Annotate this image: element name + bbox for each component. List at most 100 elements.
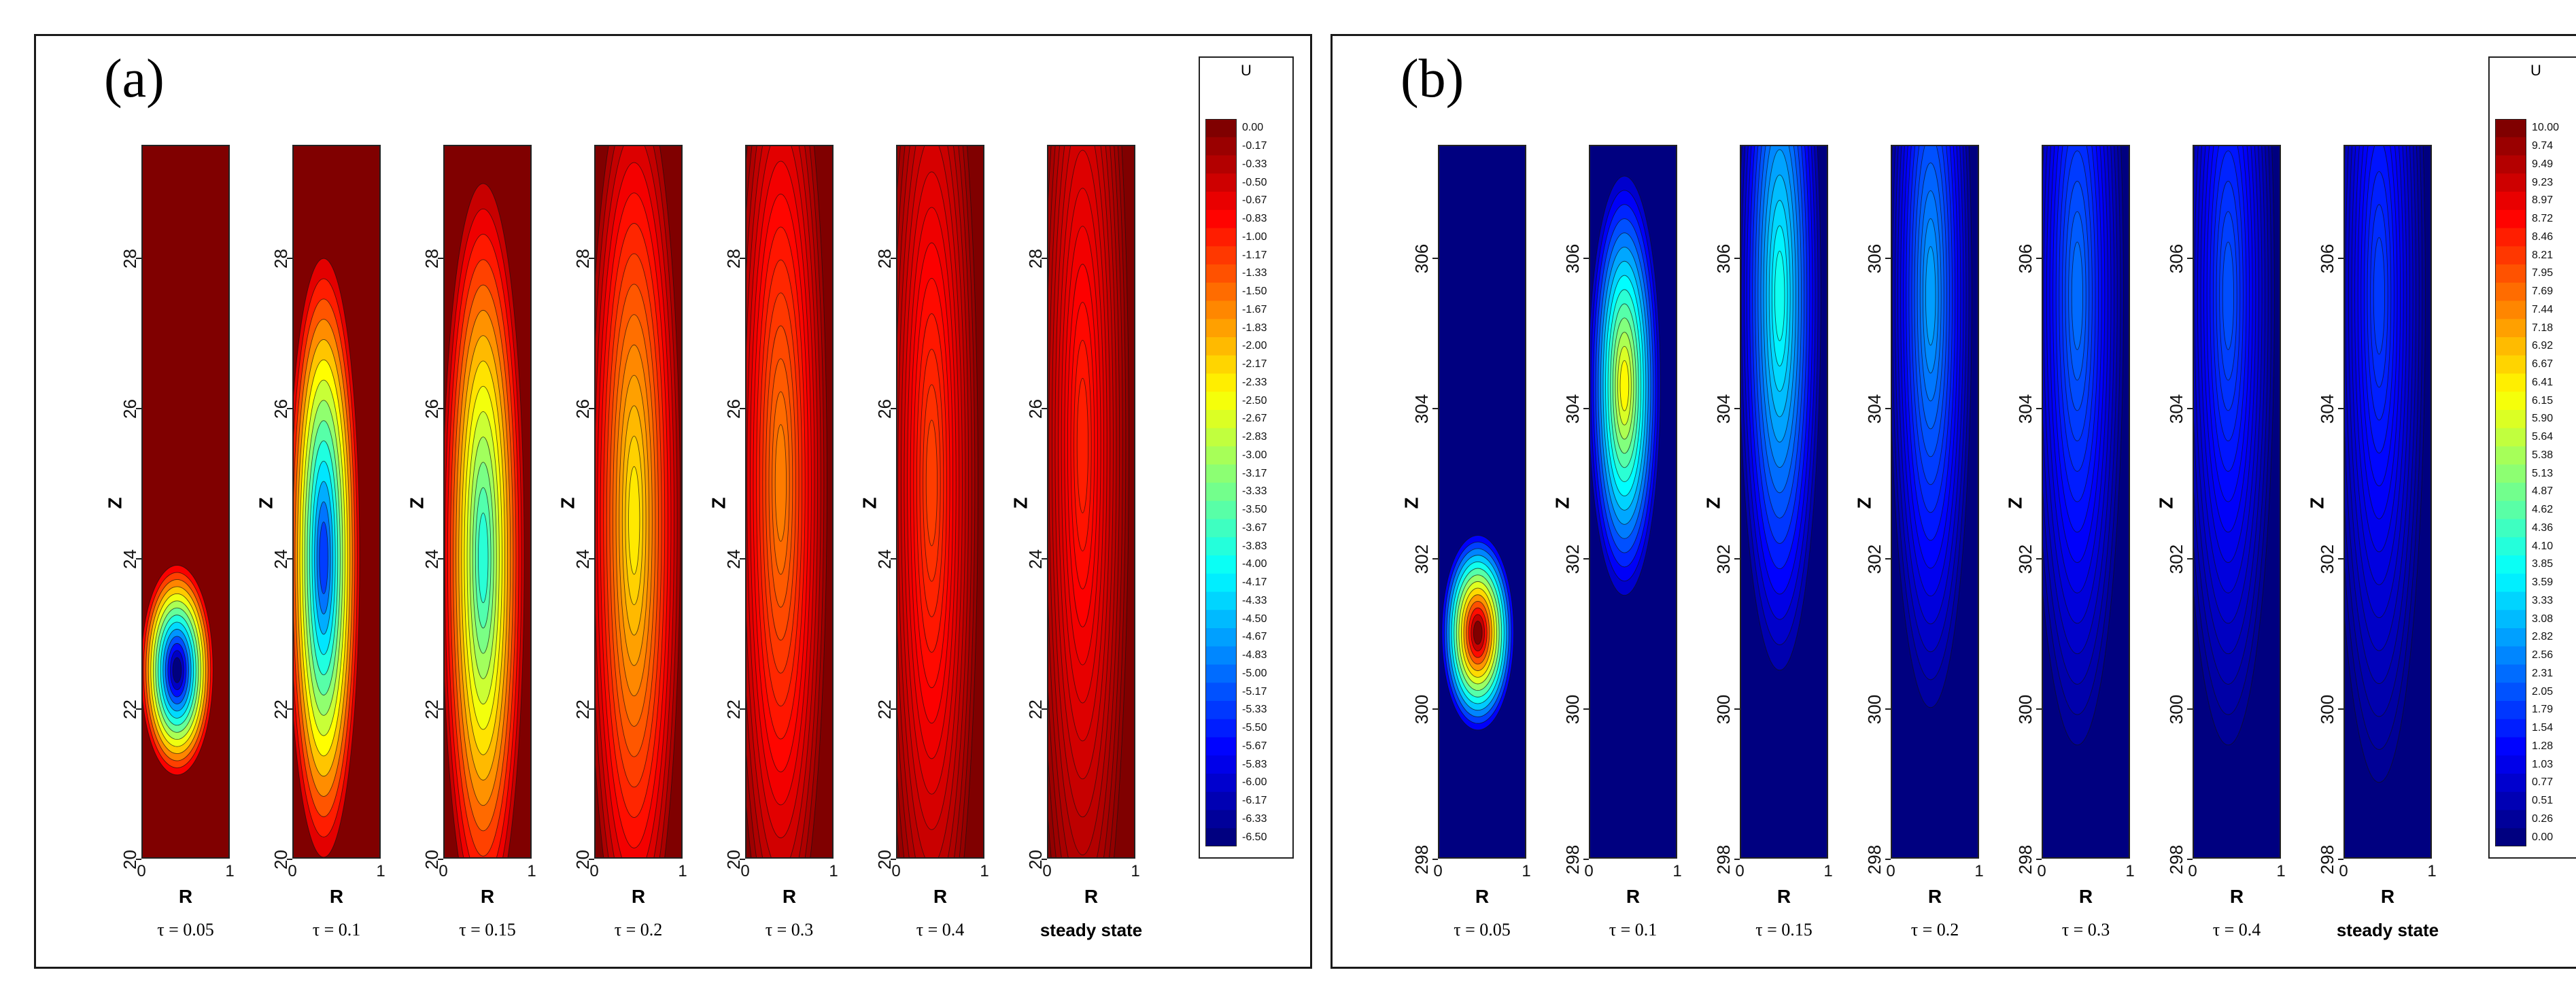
- z-tick-label: 306: [1562, 243, 1583, 273]
- colorbar-swatch: [2495, 755, 2526, 774]
- subplot-caption: τ = 0.05: [1454, 920, 1511, 940]
- colorbar-tick-label: -4.83: [1242, 649, 1267, 661]
- r-axis-label: R: [2380, 886, 2395, 907]
- z-axis: 20 22 24 26 28 Z: [1010, 145, 1047, 870]
- panel-a-colorbar-ticks: 0.00 -0.17 -0.33 -0.50 -0.67 -0.83 -1.00 -1.17 -…: [1239, 119, 1294, 846]
- z-tick-mark: [2338, 407, 2343, 409]
- panel-a-label: (a): [104, 49, 165, 109]
- colorbar-tick-label: -4.50: [1242, 613, 1267, 625]
- colorbar-tick-label: 5.38: [2532, 449, 2554, 461]
- subplot-caption: τ = 0.1: [312, 920, 361, 940]
- contour-field: [1589, 145, 1677, 859]
- colorbar-tick-label: 5.13: [2532, 467, 2554, 479]
- colorbar-tick-label: 0.00: [1242, 122, 1264, 134]
- z-tick-label: 300: [1713, 694, 1734, 725]
- contour-field: [2042, 145, 2130, 859]
- contour-level: [628, 466, 640, 575]
- z-tick-mark: [2036, 257, 2042, 259]
- z-axis: 298 300 302 304 306 Z: [1703, 145, 1740, 874]
- z-tick-mark: [438, 407, 443, 409]
- panel-a-colorbar-gradient: [1205, 119, 1237, 846]
- colorbar-tick-label: 3.59: [2532, 577, 2554, 589]
- z-tick-mark: [136, 257, 141, 259]
- z-tick-label: 304: [1864, 394, 1885, 424]
- colorbar-tick-label: 7.95: [2532, 267, 2554, 279]
- z-tick-mark: [1042, 557, 1047, 560]
- colorbar-swatch: [1205, 719, 1237, 738]
- colorbar-tick-label: -1.67: [1242, 303, 1267, 315]
- z-tick-mark: [2187, 859, 2193, 860]
- z-tick-mark: [740, 557, 745, 560]
- z-axis-label: Z: [859, 497, 880, 509]
- z-tick-mark: [589, 557, 594, 560]
- colorbar-swatch: [1205, 774, 1237, 793]
- z-axis-label: Z: [2306, 497, 2328, 509]
- z-tick-label: 304: [1411, 394, 1432, 424]
- z-tick-mark: [1583, 407, 1589, 409]
- colorbar-tick-label: -0.83: [1242, 213, 1267, 225]
- z-tick-mark: [136, 708, 141, 710]
- z-tick-mark: [438, 708, 443, 710]
- colorbar-swatch: [2495, 319, 2526, 338]
- colorbar-swatch: [2495, 192, 2526, 211]
- z-tick-mark: [1432, 257, 1438, 259]
- z-tick-mark: [1734, 859, 1740, 860]
- r-tick-label: 1: [2125, 862, 2135, 880]
- colorbar-tick-label: 7.18: [2532, 322, 2554, 334]
- subplot-caption: τ = 0.05: [157, 920, 214, 940]
- z-tick-mark: [1583, 557, 1589, 560]
- z-tick-label: 302: [2316, 544, 2337, 574]
- z-tick-label: 304: [2316, 394, 2337, 424]
- colorbar-swatch: [2495, 464, 2526, 483]
- colorbar-tick-label: -2.17: [1242, 358, 1267, 371]
- colorbar-tick-label: 6.92: [2532, 340, 2554, 352]
- colorbar-swatch: [1205, 192, 1237, 211]
- r-tick-label: 0: [1886, 862, 1895, 880]
- z-tick-mark: [1432, 557, 1438, 560]
- z-tick-label: 302: [2014, 544, 2036, 574]
- z-tick-label: 298: [1713, 844, 1734, 875]
- colorbar-tick-label: 1.79: [2532, 704, 2554, 716]
- r-axis-label: R: [782, 886, 797, 907]
- colorbar-swatch: [2495, 774, 2526, 793]
- z-tick-mark: [2187, 257, 2193, 259]
- z-tick-mark: [740, 708, 745, 710]
- z-tick-mark: [287, 557, 292, 560]
- colorbar-swatch: [2495, 828, 2526, 846]
- colorbar-tick-label: -4.67: [1242, 631, 1267, 643]
- r-axis-label: R: [1776, 886, 1791, 907]
- panel-b-label: (b): [1401, 49, 1464, 109]
- colorbar-tick-label: 10.00: [2532, 122, 2560, 134]
- z-tick-label: 304: [2165, 394, 2186, 424]
- colorbar-swatch: [1205, 737, 1237, 756]
- colorbar-swatch: [2495, 555, 2526, 574]
- colorbar-swatch: [2495, 701, 2526, 720]
- z-axis-label: Z: [1401, 497, 1422, 509]
- z-tick-label: 306: [2014, 243, 2036, 273]
- r-axis-label: R: [480, 886, 495, 907]
- colorbar-tick-label: -3.67: [1242, 521, 1267, 534]
- colorbar-swatch: [2495, 664, 2526, 683]
- z-tick-mark: [589, 708, 594, 710]
- z-tick-mark: [438, 859, 443, 860]
- r-tick-label: 0: [589, 862, 599, 880]
- colorbar-swatch: [1205, 264, 1237, 283]
- colorbar-swatch: [2495, 719, 2526, 738]
- colorbar-tick-label: 0.26: [2532, 812, 2554, 825]
- colorbar-tick-label: -6.00: [1242, 776, 1267, 789]
- colorbar-tick-label: -1.83: [1242, 322, 1267, 334]
- z-axis-label: Z: [406, 497, 428, 509]
- colorbar-swatch: [2495, 282, 2526, 301]
- colorbar-swatch: [1205, 410, 1237, 429]
- colorbar-swatch: [2495, 500, 2526, 519]
- contour-svg: [897, 146, 983, 857]
- contour-svg: [746, 146, 832, 857]
- colorbar-swatch: [1205, 246, 1237, 265]
- colorbar-swatch: [1205, 610, 1237, 629]
- colorbar-tick-label: -6.17: [1242, 795, 1267, 807]
- z-tick-mark: [2338, 708, 2343, 710]
- colorbar-tick-label: 1.03: [2532, 758, 2554, 770]
